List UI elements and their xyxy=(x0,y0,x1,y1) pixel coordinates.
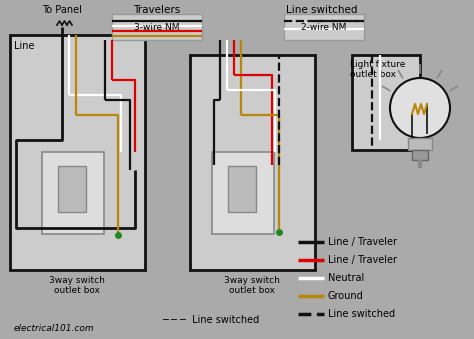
Bar xyxy=(228,166,256,212)
Bar xyxy=(284,14,364,40)
Bar xyxy=(42,152,104,234)
Text: 2-wire NM: 2-wire NM xyxy=(301,22,346,32)
Text: 3way switch
outlet box: 3way switch outlet box xyxy=(49,276,105,295)
Bar xyxy=(112,14,202,40)
Text: Line / Traveler: Line / Traveler xyxy=(328,237,397,247)
Bar xyxy=(58,166,86,212)
Bar xyxy=(10,35,145,270)
Bar xyxy=(412,150,428,160)
Text: Light fixture
outlet box: Light fixture outlet box xyxy=(350,60,405,79)
Text: Line / Traveler: Line / Traveler xyxy=(328,255,397,265)
Text: Line: Line xyxy=(14,41,35,51)
Bar xyxy=(190,55,315,270)
Circle shape xyxy=(390,78,450,138)
Bar xyxy=(408,138,432,150)
Text: Travelers: Travelers xyxy=(133,5,181,15)
Text: To Panel: To Panel xyxy=(42,5,82,15)
Text: Line switched: Line switched xyxy=(328,309,395,319)
Text: Line switched: Line switched xyxy=(286,5,358,15)
Bar xyxy=(352,55,420,150)
Text: 3way switch
outlet box: 3way switch outlet box xyxy=(224,276,280,295)
Bar xyxy=(212,152,274,234)
Text: Neutral: Neutral xyxy=(328,273,364,283)
Text: Ground: Ground xyxy=(328,291,364,301)
Text: 3-wire NM: 3-wire NM xyxy=(134,22,180,32)
Text: ─ ─ ─  Line switched: ─ ─ ─ Line switched xyxy=(162,315,259,325)
Text: electrical101.com: electrical101.com xyxy=(14,324,95,333)
